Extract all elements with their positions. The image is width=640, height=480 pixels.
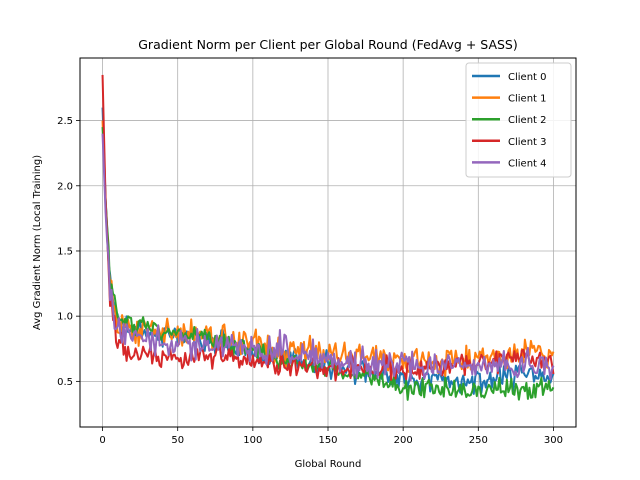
series-line-client-1 <box>101 120 555 378</box>
y-axis-ticks: 0.5 1.0 1.5 2.0 2.5 <box>57 116 80 388</box>
legend-box <box>465 62 572 178</box>
grid-lines <box>80 58 576 427</box>
legend-label: Client 0 <box>508 72 547 83</box>
y-axis-label: Avg Gradient Norm (Local Training) <box>32 155 43 330</box>
x-tick-label: 150 <box>318 435 337 446</box>
x-tick-label: 250 <box>469 435 488 446</box>
x-tick-label: 200 <box>394 435 413 446</box>
x-tick-label: 50 <box>171 435 184 446</box>
legend-label: Client 2 <box>508 115 547 126</box>
y-tick-label: 1.0 <box>57 312 73 323</box>
x-axis-ticks: 0 50 100 150 200 250 300 <box>99 427 563 446</box>
x-tick-label: 300 <box>544 435 563 446</box>
y-tick-label: 1.5 <box>57 246 73 257</box>
series-line-client-4 <box>101 133 555 382</box>
y-tick-label: 2.5 <box>57 116 73 127</box>
legend-label: Client 3 <box>508 137 547 148</box>
series-lines <box>101 74 555 401</box>
chart-title: Gradient Norm per Client per Global Roun… <box>138 37 518 52</box>
legend-label: Client 1 <box>508 94 547 105</box>
x-tick-label: 0 <box>99 435 105 446</box>
x-axis-label: Global Round <box>295 459 362 470</box>
y-tick-label: 2.0 <box>57 181 73 192</box>
x-tick-label: 100 <box>243 435 262 446</box>
legend-label: Client 4 <box>508 158 547 169</box>
series-line-client-0 <box>101 107 555 395</box>
y-tick-label: 0.5 <box>57 377 73 388</box>
legend: Client 0 Client 1 Client 2 Client 3 Client 4 <box>465 62 572 178</box>
